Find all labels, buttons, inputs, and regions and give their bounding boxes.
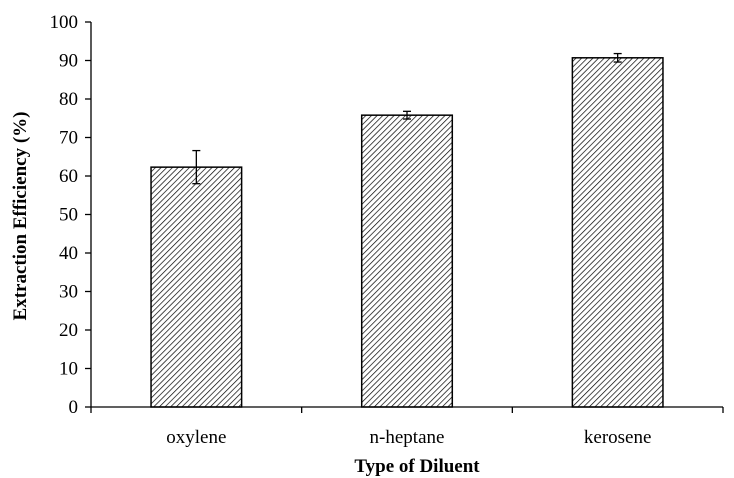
error-bar-oxylene bbox=[192, 149, 201, 185]
x-tick-label: oxylene bbox=[166, 427, 226, 448]
error-bar-kerosene bbox=[613, 52, 622, 63]
bar-n-heptane bbox=[360, 114, 454, 408]
bars bbox=[150, 57, 664, 408]
y-tick-label: 10 bbox=[59, 359, 78, 380]
y-tick-label: 100 bbox=[50, 12, 79, 33]
x-tick-label: n-heptane bbox=[370, 427, 445, 448]
bar-oxylene bbox=[150, 166, 243, 408]
y-axis-ticks: 0 10 20 30 40 50 60 70 80 90 100 bbox=[50, 12, 91, 418]
x-axis-ticks: oxylene n-heptane kerosene bbox=[90, 407, 724, 448]
x-tick-label: kerosene bbox=[584, 427, 652, 448]
y-axis-title: Extraction Efficiency (%) bbox=[10, 112, 31, 321]
y-tick-label: 90 bbox=[59, 51, 78, 72]
y-tick-label: 80 bbox=[59, 89, 78, 110]
error-bars bbox=[192, 52, 622, 185]
y-tick-label: 30 bbox=[59, 282, 78, 303]
y-tick-label: 50 bbox=[59, 205, 78, 226]
y-tick-label: 70 bbox=[59, 128, 78, 149]
y-tick-label: 20 bbox=[59, 320, 78, 341]
bar-kerosene bbox=[571, 57, 664, 408]
y-tick-label: 40 bbox=[59, 243, 78, 264]
x-axis-title: Type of Diluent bbox=[354, 456, 480, 477]
error-bar-n-heptane bbox=[403, 110, 411, 120]
y-tick-label: 0 bbox=[69, 397, 79, 418]
y-tick-label: 60 bbox=[59, 166, 78, 187]
